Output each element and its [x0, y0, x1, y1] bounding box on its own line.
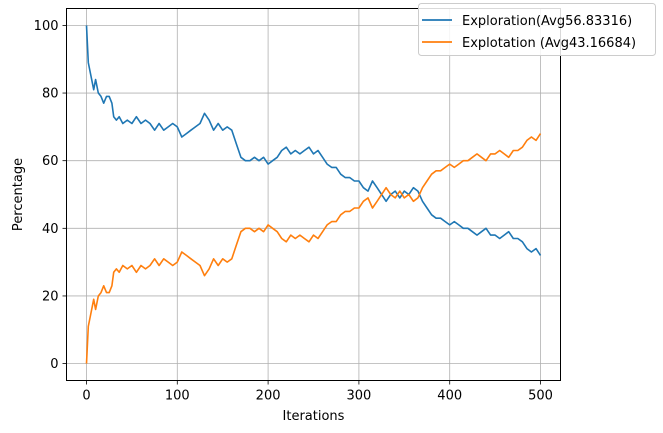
axes-frame: [66, 8, 561, 381]
x-tick-label: 200: [256, 389, 281, 404]
y-tick-label: 100: [34, 19, 59, 34]
series-line-exploration: [85, 25, 542, 256]
x-tick-label: 300: [346, 389, 371, 404]
y-tick-label: 0: [50, 357, 58, 372]
legend: Exploration(Avg56.83316) Explotation (Av…: [418, 3, 656, 56]
legend-label-exploration: Exploration(Avg56.83316): [462, 14, 632, 29]
x-tick-label: 100: [165, 389, 190, 404]
series-line-explotation: [85, 133, 542, 364]
y-tick-label: 60: [42, 154, 59, 169]
y-tick-label: 80: [42, 87, 59, 102]
series-lines: [85, 25, 542, 364]
ticks: 0 100 200 300 400 500 0 20 40 60 80 100: [34, 19, 553, 404]
x-tick-label: 500: [528, 389, 553, 404]
x-tick-label: 0: [82, 389, 90, 404]
y-tick-label: 40: [42, 222, 59, 237]
grid: [66, 8, 561, 381]
legend-label-explotation: Explotation (Avg43.16684): [462, 36, 636, 51]
legend-box: [418, 3, 656, 56]
y-axis-label: Percentage: [11, 158, 26, 231]
x-axis-label: Iterations: [283, 409, 345, 424]
y-tick-label: 20: [42, 289, 59, 304]
x-tick-label: 400: [437, 389, 462, 404]
